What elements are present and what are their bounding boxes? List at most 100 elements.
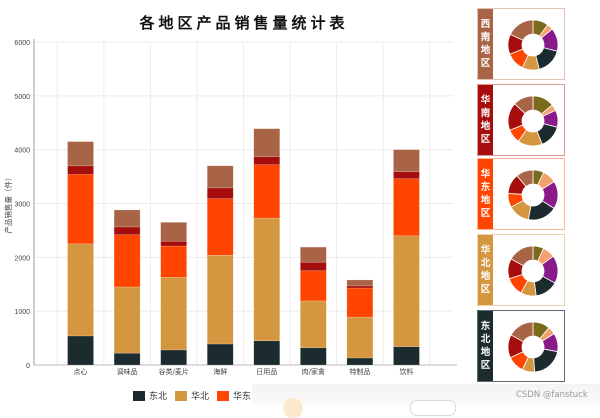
bar-segment[interactable] xyxy=(113,286,141,354)
bar-segment[interactable] xyxy=(346,285,374,289)
bar-segment[interactable] xyxy=(160,222,187,242)
bar-segment[interactable] xyxy=(206,343,234,366)
bar-segment[interactable] xyxy=(300,347,327,366)
bar-segment[interactable] xyxy=(160,245,187,278)
x-tick-label: 调味品 xyxy=(117,367,138,376)
bar-segment[interactable] xyxy=(113,209,141,228)
x-tick-label: 饮料 xyxy=(399,367,413,376)
bar-segment[interactable] xyxy=(393,235,420,347)
bar-segment[interactable] xyxy=(67,335,94,366)
bar-group[interactable] xyxy=(346,279,374,366)
y-axis-label: 产品销售量（件） xyxy=(3,174,13,234)
bar-group[interactable] xyxy=(113,209,141,366)
bar-segment[interactable] xyxy=(253,340,281,366)
x-tick-label: 点心 xyxy=(74,368,88,376)
bar-segment[interactable] xyxy=(346,357,374,366)
bar-segment[interactable] xyxy=(160,349,187,366)
donut-segment[interactable] xyxy=(533,348,559,373)
bar-segment[interactable] xyxy=(300,261,327,272)
bar-segment[interactable] xyxy=(346,287,374,318)
y-tick-label: 1000 xyxy=(14,309,30,316)
bar-segment[interactable] xyxy=(253,164,281,219)
bottom-toolbar-overlay xyxy=(252,384,600,405)
bar-segment[interactable] xyxy=(253,217,281,342)
bar-group[interactable] xyxy=(67,141,94,366)
bar-group[interactable] xyxy=(393,149,420,366)
bar-segment[interactable] xyxy=(67,165,94,175)
region-panel[interactable]: 华南地区 xyxy=(477,84,565,156)
region-label: 华东地区 xyxy=(478,159,493,229)
bar-segment[interactable] xyxy=(160,277,187,351)
bar-segment[interactable] xyxy=(393,346,420,366)
y-tick-label: 4000 xyxy=(14,148,30,155)
region-label: 华南地区 xyxy=(478,85,493,155)
y-tick-label: 5000 xyxy=(14,94,30,101)
legend-label: 东北 xyxy=(149,392,168,402)
donut-segment[interactable] xyxy=(509,19,534,41)
bar-group[interactable] xyxy=(300,246,327,366)
bar-segment[interactable] xyxy=(206,187,234,199)
bar-segment[interactable] xyxy=(113,234,141,288)
bar-group[interactable] xyxy=(160,222,187,366)
bar-segment[interactable] xyxy=(300,270,327,302)
bar-group[interactable] xyxy=(206,165,234,366)
donut-segment[interactable] xyxy=(510,245,534,267)
legend-label: 华北 xyxy=(191,392,210,402)
x-tick-label: 谷类/麦片 xyxy=(158,367,188,376)
bar-segment[interactable] xyxy=(206,165,234,189)
donut-segment[interactable] xyxy=(510,321,534,343)
bar-segment[interactable] xyxy=(67,141,94,167)
bar-group[interactable] xyxy=(253,128,281,366)
bar-segment[interactable] xyxy=(253,128,281,157)
y-tick-label: 3000 xyxy=(14,202,30,209)
legend-swatch xyxy=(175,390,188,401)
y-tick-label: 0 xyxy=(26,363,30,370)
bar-segment[interactable] xyxy=(253,156,281,165)
bar-segment[interactable] xyxy=(113,226,141,235)
legend-swatch xyxy=(133,390,145,401)
y-tick-label: 2000 xyxy=(14,255,30,262)
floating-circle-button[interactable] xyxy=(283,398,303,418)
region-label: 西南地区 xyxy=(478,9,493,79)
bar-segment[interactable] xyxy=(113,352,141,366)
donut-segment[interactable] xyxy=(514,95,534,115)
bar-segment[interactable] xyxy=(206,198,234,256)
region-label: 东北地区 xyxy=(478,311,493,381)
watermark: CSDN @fanstuck xyxy=(516,390,588,400)
bar-segment[interactable] xyxy=(160,240,187,247)
legend-swatch xyxy=(217,390,230,401)
region-label: 华北地区 xyxy=(478,235,493,305)
donut-segment[interactable] xyxy=(535,47,558,70)
bar-segment[interactable] xyxy=(67,243,94,337)
bar-segment[interactable] xyxy=(206,254,234,345)
x-tick-label: 肉/家禽 xyxy=(302,367,325,376)
region-panel[interactable]: 华东地区 xyxy=(477,158,565,230)
bar-segment[interactable] xyxy=(67,174,94,245)
bar-segment[interactable] xyxy=(346,316,374,359)
donut-segment[interactable] xyxy=(516,169,534,188)
region-donut-chart[interactable] xyxy=(504,16,562,74)
legend-item[interactable]: 东北 xyxy=(133,389,167,402)
bar-segment[interactable] xyxy=(393,178,420,237)
legend-item[interactable]: 华东 xyxy=(217,389,251,402)
region-donut-chart[interactable] xyxy=(504,318,562,376)
region-panel[interactable]: 东北地区 xyxy=(477,310,565,382)
stacked-bar-chart: 0 1000 2000 3000 4000 5000 6000 产品销售量（件） 点心 调味品 谷类… xyxy=(3,39,457,376)
region-donut-chart[interactable] xyxy=(504,166,562,224)
bar-segment[interactable] xyxy=(346,279,374,287)
region-donut-chart[interactable] xyxy=(504,92,562,150)
bar-segment[interactable] xyxy=(300,300,327,349)
bar-segment[interactable] xyxy=(393,149,420,172)
region-donut-chart[interactable] xyxy=(504,242,562,300)
region-panel[interactable]: 西南地区 xyxy=(477,8,565,80)
bar-segment[interactable] xyxy=(393,171,420,179)
chart-title: 各地区产品销售量统计表 xyxy=(139,14,349,32)
legend-label: 华东 xyxy=(233,392,252,402)
x-tick-label: 日用品 xyxy=(256,368,277,376)
x-tick-label: 特制品 xyxy=(349,367,370,376)
y-tick-label: 6000 xyxy=(14,40,30,47)
floating-pill-button[interactable] xyxy=(410,400,456,416)
region-panel[interactable]: 华北地区 xyxy=(477,234,565,306)
legend-item[interactable]: 华北 xyxy=(175,389,209,402)
bar-segment[interactable] xyxy=(300,246,327,263)
